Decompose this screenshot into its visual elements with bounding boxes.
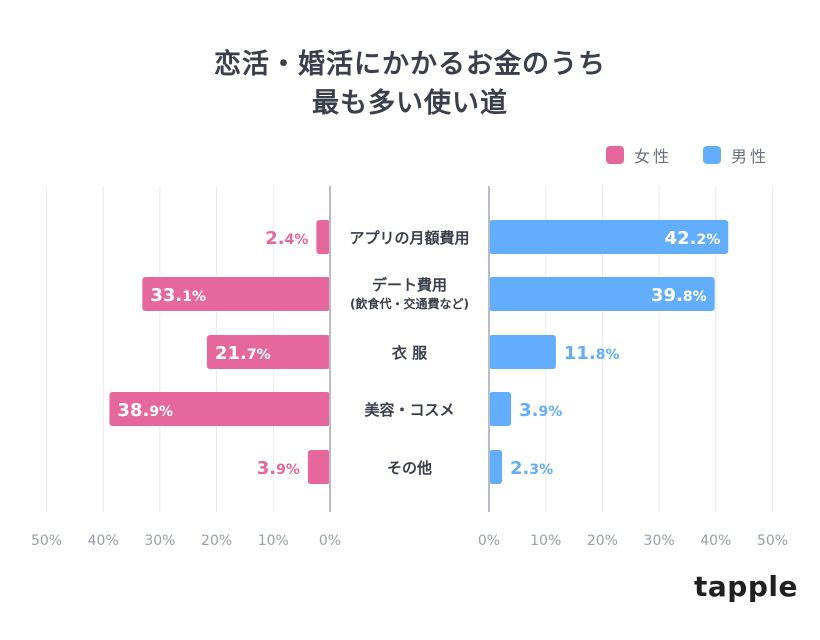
legend-label-female: 女性 (634, 147, 673, 166)
right-tick-label: 20% (587, 533, 618, 549)
left-tick-label: 10% (258, 533, 289, 549)
right-tick-label: 30% (644, 533, 675, 549)
chart-title-line-1: 恋活・婚活にかかるお金のうち (214, 49, 606, 80)
bar-female (307, 450, 330, 484)
bar-value-female: 3.9% (257, 458, 300, 479)
bar-male (489, 277, 715, 311)
category-sublabel: (飲食代・交通費など) (350, 296, 469, 311)
category-label: 美容・コスメ (364, 401, 454, 419)
bar-female (206, 335, 330, 369)
right-tick-label: 40% (700, 533, 731, 549)
category-label: その他 (387, 459, 432, 477)
category-label: アプリの月額費用 (349, 229, 469, 247)
bar-value-male: 39.8% (651, 285, 707, 306)
legend-item-female: 女性 (606, 144, 672, 166)
left-tick-label: 40% (88, 533, 119, 549)
bar-female (109, 392, 330, 426)
bar-value-male: 3.9% (519, 400, 562, 421)
bar-value-male: 11.8% (564, 343, 620, 364)
bar-value-female: 38.9% (117, 400, 173, 421)
bar-value-female: 21.7% (215, 343, 271, 364)
left-tick-label: 20% (201, 533, 232, 549)
legend-swatch-female (606, 146, 624, 164)
right-tick-label: 50% (757, 533, 788, 549)
left-tick-label: 0% (319, 533, 341, 549)
bar-value-female: 2.4% (265, 228, 308, 249)
category-label: デート費用 (372, 276, 447, 294)
bar-male (489, 220, 729, 254)
bar-value-male: 2.3% (510, 458, 553, 479)
left-tick-label: 50% (31, 533, 62, 549)
chart-title-line-2: 最も多い使い道 (312, 88, 508, 119)
bar-male (489, 335, 556, 369)
tapple-logo: tapple (694, 570, 798, 603)
legend-swatch-male (703, 146, 721, 164)
bar-value-female: 33.1% (150, 285, 206, 306)
legend-item-male: 男性 (703, 144, 769, 166)
legend-label-male: 男性 (731, 147, 770, 166)
bar-female (142, 277, 330, 311)
bar-value-male: 42.2% (665, 228, 721, 249)
bar-male (489, 450, 503, 484)
right-tick-label: 0% (478, 533, 500, 549)
category-label: 衣 服 (392, 344, 428, 362)
bar-female (316, 220, 330, 254)
left-tick-label: 30% (144, 533, 175, 549)
bar-male (489, 392, 512, 426)
right-tick-label: 10% (530, 533, 561, 549)
